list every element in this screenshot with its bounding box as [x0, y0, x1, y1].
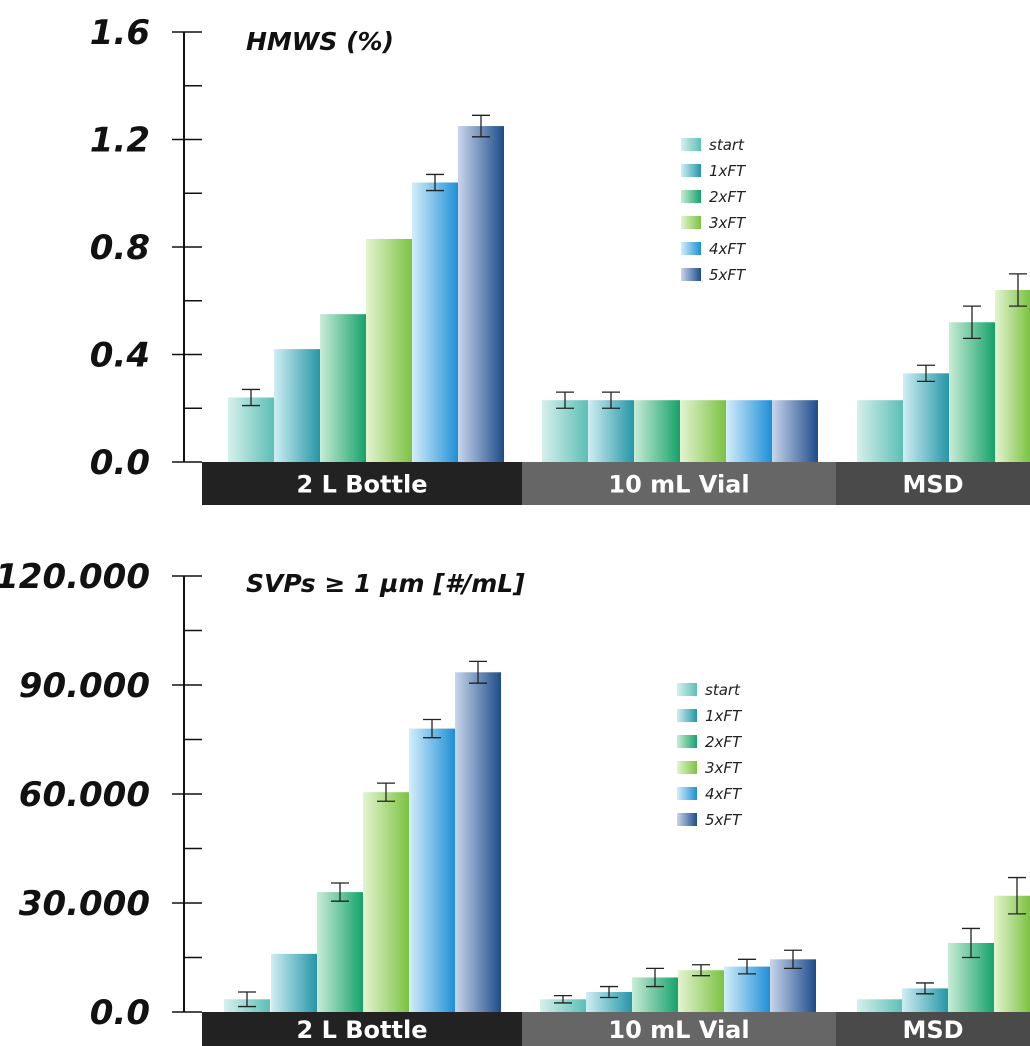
chart-title: HMWS (%) [246, 27, 394, 56]
legend-swatch [677, 709, 697, 722]
bar-5xFT [772, 400, 818, 462]
legend-label: start [709, 136, 745, 154]
bar-1xFT [903, 373, 949, 462]
category-label: 10 mL Vial [608, 471, 749, 499]
category-band [522, 462, 836, 505]
bar-4xFT [726, 400, 772, 462]
legend-swatch [677, 735, 697, 748]
hmws-chart: 0.0 0.4 0.8 1.2 1.6 HMWS (%) 2 L Bottle 10 mL V… [90, 13, 1030, 505]
y-tick-label: 0.8 [90, 228, 150, 268]
category-label: MSD [902, 1016, 963, 1044]
legend-label: 5xFT [705, 811, 743, 829]
category-label: 2 L Bottle [297, 1016, 428, 1044]
bar-1xFT [271, 953, 317, 1012]
legend-swatch [681, 242, 701, 255]
legend-swatch [677, 761, 697, 774]
bar-start [542, 400, 588, 462]
y-tick-label: 90.000 [19, 666, 150, 706]
category-label: 2 L Bottle [297, 471, 428, 499]
y-tick-label: 120.000 [0, 557, 150, 597]
legend-label: 4xFT [709, 240, 747, 258]
y-tick-label: 0.4 [90, 336, 150, 376]
legend-label: 2xFT [709, 188, 747, 206]
legend-swatch [677, 787, 697, 800]
bar-1xFT [586, 992, 632, 1012]
bar-3xFT [366, 238, 412, 462]
bar-5xFT [455, 672, 501, 1012]
bar-2xFT [320, 314, 366, 462]
legend-label: 1xFT [705, 707, 743, 725]
y-tick-label: 1.6 [90, 13, 150, 53]
y-tick-label: 1.2 [90, 121, 150, 161]
legend-swatch [681, 138, 701, 151]
bar-4xFT [412, 182, 458, 462]
category-band [522, 1012, 836, 1046]
legend-swatch [681, 268, 701, 281]
legend-label: 2xFT [705, 733, 743, 751]
legend-swatch [677, 683, 697, 696]
legend-swatch [681, 164, 701, 177]
legend-label: 1xFT [709, 162, 747, 180]
bar-3xFT [680, 400, 726, 462]
bar-5xFT [458, 126, 504, 462]
bar-start [857, 400, 903, 462]
category-label: MSD [902, 471, 963, 499]
bar-3xFT [678, 970, 724, 1012]
svps-chart: 0.0 30.000 60.000 90.000 120.000 SVPs ≥ 1 µm … [0, 557, 1030, 1046]
category-band [202, 462, 522, 505]
legend-swatch [681, 216, 701, 229]
category-band [202, 1012, 522, 1046]
y-tick-label: 30.000 [19, 884, 150, 924]
legend-swatch [681, 190, 701, 203]
legend-label: 4xFT [705, 785, 743, 803]
legend-label: start [705, 681, 741, 699]
bar-1xFT [274, 349, 320, 462]
legend-label: 5xFT [709, 266, 747, 284]
legend-label: 3xFT [709, 214, 747, 232]
category-band [836, 1012, 1030, 1046]
bar-2xFT [949, 322, 995, 462]
bar-3xFT [363, 792, 409, 1012]
bar-start [228, 397, 274, 462]
legend-label: 3xFT [705, 759, 743, 777]
bar-3xFT [995, 290, 1030, 462]
y-tick-label: 0.0 [90, 993, 150, 1033]
legend-swatch [677, 813, 697, 826]
bar-start [857, 999, 903, 1012]
chart-title: SVPs ≥ 1 µm [#/mL] [246, 569, 525, 598]
bar-4xFT [409, 728, 455, 1012]
bar-3xFT [994, 895, 1030, 1012]
bar-2xFT [634, 400, 680, 462]
bar-2xFT [317, 892, 363, 1012]
y-tick-label: 0.0 [90, 443, 150, 483]
bar-1xFT [902, 988, 948, 1012]
category-label: 10 mL Vial [608, 1016, 749, 1044]
bar-start [540, 999, 586, 1012]
y-tick-label: 60.000 [19, 775, 150, 815]
bar-1xFT [588, 400, 634, 462]
category-band [836, 462, 1030, 505]
